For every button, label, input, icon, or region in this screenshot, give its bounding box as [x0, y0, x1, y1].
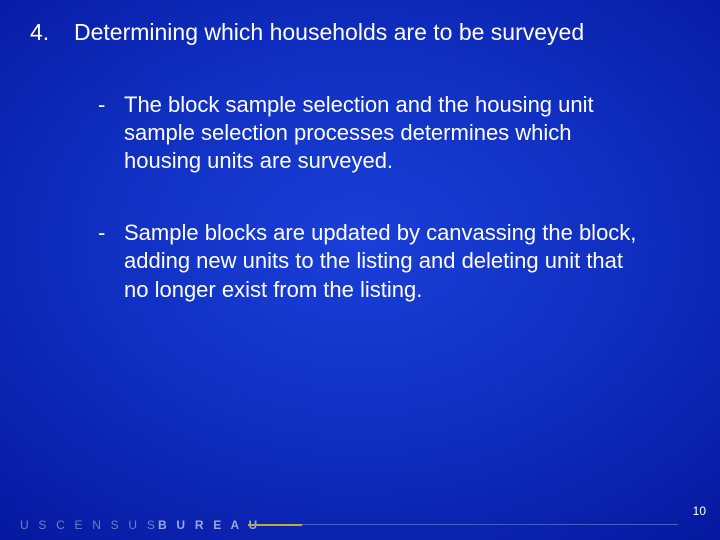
slide-footer: U S C E N S U SB U R E A U 10: [0, 510, 720, 540]
bullet-text: Sample blocks are updated by canvassing …: [124, 219, 640, 303]
item-title: Determining which households are to be s…: [74, 18, 660, 47]
bullet-text: The block sample selection and the housi…: [124, 91, 640, 175]
sub-bullet-item: - The block sample selection and the hou…: [98, 91, 640, 175]
slide-content: 4. Determining which households are to b…: [0, 0, 720, 304]
item-number: 4.: [30, 18, 74, 47]
brand-bold: B U R E A U: [158, 518, 260, 532]
page-number: 10: [693, 504, 706, 518]
sub-bullet-list: - The block sample selection and the hou…: [0, 91, 720, 304]
footer-divider: [248, 524, 678, 526]
main-list-item: 4. Determining which households are to b…: [0, 18, 720, 47]
brand-light: U S C E N S U S: [20, 518, 158, 532]
brand-text: U S C E N S U SB U R E A U: [20, 518, 260, 532]
bullet-dash: -: [98, 219, 124, 247]
bullet-dash: -: [98, 91, 124, 119]
sub-bullet-item: - Sample blocks are updated by canvassin…: [98, 219, 640, 303]
divider-accent: [248, 524, 302, 526]
divider-line: [248, 524, 678, 525]
